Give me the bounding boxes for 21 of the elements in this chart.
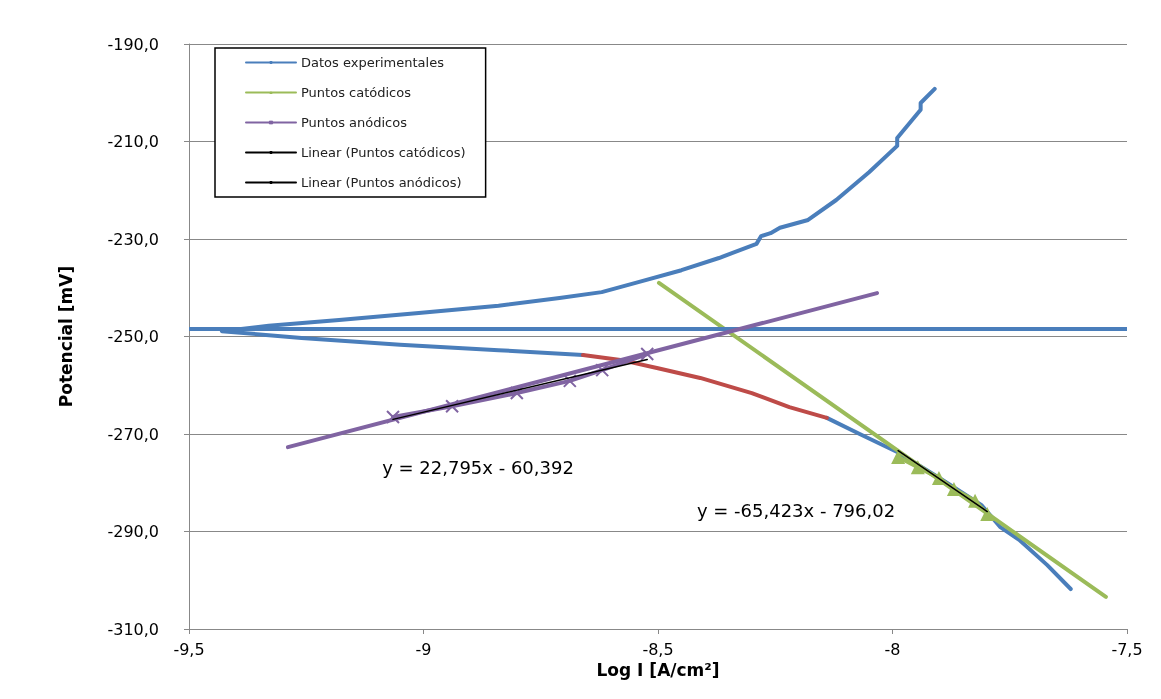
legend-label: Linear (Puntos anódicos) bbox=[301, 175, 462, 190]
legend-label: Datos experimentales bbox=[301, 55, 445, 70]
y-axis-title: Potencial [mV] bbox=[55, 265, 76, 408]
annotation: y = -65,423x - 796,02 bbox=[696, 499, 896, 521]
x-tick-label: -9,5 bbox=[173, 639, 205, 659]
y-tick-label: -270,0 bbox=[107, 424, 159, 444]
legend-label: Puntos catódicos bbox=[301, 85, 412, 100]
legend-label: Linear (Puntos catódicos) bbox=[301, 145, 466, 160]
x-tick-label: -8 bbox=[884, 639, 901, 659]
y-tick-label: -250,0 bbox=[107, 327, 159, 346]
y-tick-label: -210,0 bbox=[107, 132, 159, 151]
y-tick-label: -190,0 bbox=[107, 34, 159, 54]
x-tick-label: -8,5 bbox=[642, 639, 674, 659]
x-tick-label: -9 bbox=[415, 639, 432, 659]
x-axis-title: Log I [A/cm²] bbox=[596, 660, 720, 681]
annotation: y = 22,795x - 60,392 bbox=[382, 456, 574, 478]
y-tick-label: -290,0 bbox=[107, 522, 159, 541]
legend-label: Puntos anódicos bbox=[301, 115, 408, 130]
y-tick-label: -310,0 bbox=[107, 619, 159, 639]
y-tick-label: -230,0 bbox=[107, 229, 159, 249]
x-tick-label: -7,5 bbox=[1111, 639, 1143, 659]
